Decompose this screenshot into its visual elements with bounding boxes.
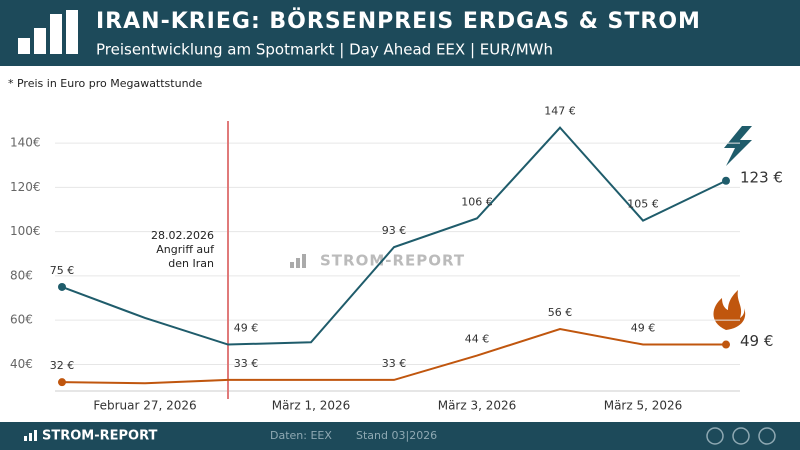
footer-logo [24, 430, 37, 441]
footer-band [0, 422, 800, 450]
y-tick-label: 100€ [10, 224, 41, 238]
line-series [61, 126, 727, 346]
annotation-text: den Iran [168, 257, 214, 270]
annotation-text: 28.02.2026 [151, 229, 214, 242]
value-label: 32 € [50, 359, 75, 372]
value-label: 93 € [382, 224, 407, 237]
footer-source: Daten: EEX [270, 429, 332, 442]
value-label: 33 € [234, 357, 259, 370]
footer-brand: STROM-REPORT [42, 429, 158, 444]
logo [18, 10, 78, 54]
x-tick-label: März 1, 2026 [272, 399, 351, 413]
value-label: 44 € [465, 333, 490, 346]
flame-icon [713, 290, 746, 330]
value-label: 49 € [631, 322, 656, 335]
end-point [722, 340, 730, 349]
end-point [722, 176, 730, 185]
value-label: 75 € [50, 264, 75, 277]
value-label: 49 € [740, 332, 773, 350]
x-tick-label: Februar 27, 2026 [93, 399, 196, 413]
lightning-icon [724, 126, 752, 166]
value-label: 49 € [234, 322, 259, 335]
header-band [0, 0, 800, 66]
value-label: 106 € [461, 195, 493, 208]
subtitle: Preisentwicklung am Spotmarkt | Day Ahea… [96, 41, 553, 59]
watermark-icon [290, 254, 306, 268]
line-series [61, 328, 726, 385]
value-label: 33 € [382, 357, 407, 370]
value-label: 56 € [548, 306, 573, 319]
y-tick-label: 40€ [10, 357, 33, 371]
y-tick-label: 120€ [10, 180, 41, 194]
y-tick-label: 140€ [10, 136, 41, 150]
value-label: 105 € [627, 198, 659, 211]
end-point [58, 282, 66, 291]
license-icons [706, 427, 776, 445]
annotation-text: Angriff auf [156, 243, 215, 256]
y-tick-label: 80€ [10, 268, 33, 282]
note: * Preis in Euro pro Megawattstunde [8, 77, 203, 90]
x-tick-label: März 3, 2026 [438, 399, 517, 413]
value-label: 147 € [544, 105, 576, 118]
title: IRAN-KRIEG: BÖRSENPREIS ERDGAS & STROM [96, 8, 701, 34]
x-tick-label: März 5, 2026 [604, 399, 683, 413]
watermark: STROM-REPORT [320, 252, 465, 270]
value-label: 123 € [740, 168, 783, 186]
end-point [58, 378, 66, 387]
y-tick-label: 60€ [10, 313, 33, 327]
footer-date: Stand 03|2026 [356, 429, 437, 442]
